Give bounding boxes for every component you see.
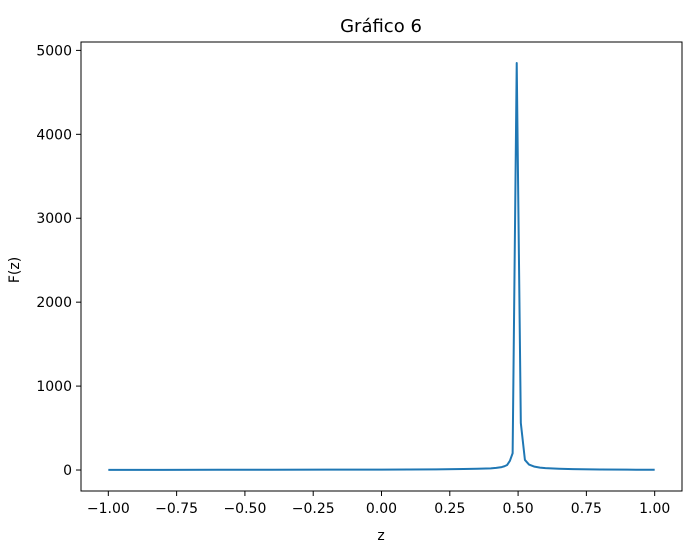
- x-tick-label: 1.00: [639, 501, 670, 517]
- plot-area: −1.00 −0.75 −0.50 −0.25 0.00 0.25 0.50 0.75 1.00…: [36, 41, 683, 517]
- y-tick-label: 4000: [36, 127, 72, 143]
- x-tick-label: 0.50: [503, 501, 534, 517]
- y-tick-label: 3000: [36, 211, 72, 227]
- x-tick-label: 0.00: [366, 501, 397, 517]
- x-tick-label: −0.25: [292, 501, 335, 517]
- x-tick-label: −0.75: [155, 501, 198, 517]
- y-tick-label: 5000: [36, 43, 72, 59]
- series-line-0: [108, 61, 655, 471]
- y-tick-label: 1000: [36, 379, 72, 395]
- x-axis-label: z: [377, 528, 384, 544]
- y-tick-label: 2000: [36, 295, 72, 311]
- x-tick-label: −1.00: [87, 501, 130, 517]
- y-axis-label: F(z): [7, 257, 23, 283]
- chart-title: Gráfico 6: [340, 16, 422, 37]
- x-tick-label: 0.25: [434, 501, 465, 517]
- x-tick-label: −0.50: [223, 501, 266, 517]
- plot-frame: [80, 41, 683, 492]
- x-tick-label: 0.75: [571, 501, 602, 517]
- y-tick-label: 0: [63, 463, 72, 479]
